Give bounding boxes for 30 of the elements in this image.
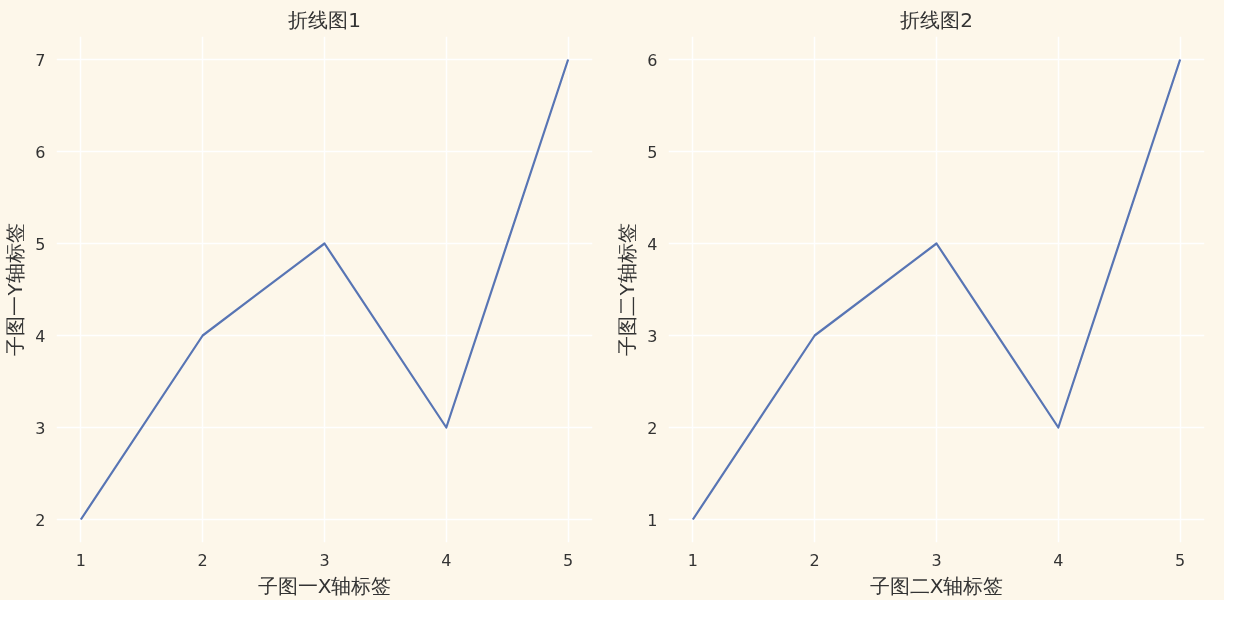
chart-title: 折线图2 <box>900 7 973 32</box>
x-tick-label: 3 <box>319 550 330 570</box>
line-series <box>79 58 570 521</box>
x-tick-label: 4 <box>1053 550 1064 570</box>
y-tick-label: 5 <box>35 234 46 254</box>
y-axis-title: 子图一Y轴标签 <box>3 223 28 356</box>
y-tick-label: 4 <box>647 234 658 254</box>
y-tick-label: 7 <box>35 50 46 70</box>
x-tick-label: 5 <box>563 550 574 570</box>
x-axis-title: 子图二X轴标签 <box>869 573 1004 598</box>
y-tick-label: 3 <box>35 418 46 438</box>
y-tick-label: 6 <box>35 142 46 162</box>
y-tick-label: 3 <box>647 326 658 346</box>
x-tick-label: 2 <box>809 550 820 570</box>
y-tick-label: 2 <box>35 510 46 530</box>
x-tick-label: 4 <box>441 550 452 570</box>
x-tick-label: 5 <box>1175 550 1186 570</box>
x-axis-title: 子图一X轴标签 <box>257 573 392 598</box>
x-tick-label: 3 <box>931 550 942 570</box>
y-tick-label: 2 <box>647 418 658 438</box>
line-series <box>691 58 1182 521</box>
x-tick-label: 1 <box>75 550 86 570</box>
x-tick-label: 1 <box>687 550 698 570</box>
y-tick-label: 1 <box>647 510 658 530</box>
y-tick-label: 5 <box>647 142 658 162</box>
y-tick-label: 4 <box>35 326 46 346</box>
y-tick-label: 6 <box>647 50 658 70</box>
chart-title: 折线图1 <box>288 7 361 32</box>
x-tick-label: 2 <box>197 550 208 570</box>
y-axis-title: 子图二Y轴标签 <box>615 223 640 356</box>
